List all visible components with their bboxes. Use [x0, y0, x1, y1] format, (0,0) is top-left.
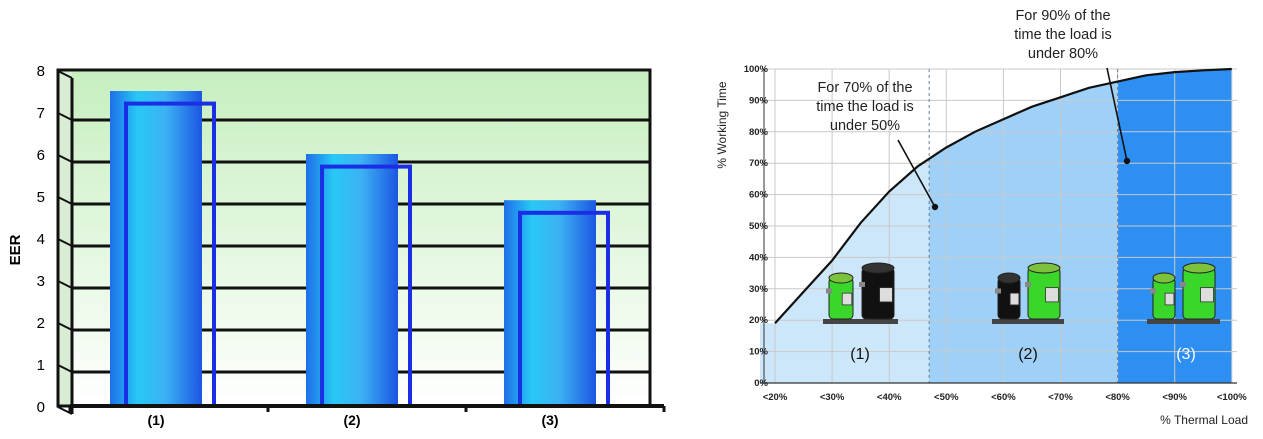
y-tick-label: 3: [37, 273, 45, 290]
annotation-leader: [897, 139, 936, 208]
annotation-text: For 70% of the: [817, 80, 912, 96]
compressor-illustrations: [823, 262, 1220, 324]
x-tick-label: <80%: [1105, 392, 1130, 403]
compressor-base: [992, 319, 1064, 324]
y-tick-label: 4: [37, 231, 45, 248]
region-label: (3): [1176, 346, 1196, 363]
grid-corner: [57, 280, 73, 289]
y-tick-label: 60%: [749, 190, 769, 201]
y-tick-label: 40%: [749, 252, 769, 263]
annotation-text: time the load is: [816, 99, 914, 115]
annotations: For 70% of the time the load is under 50% F…: [816, 8, 1131, 211]
y-tick-label: 30%: [749, 284, 769, 295]
bar: [504, 200, 596, 406]
annotation-text: under 80%: [1028, 46, 1098, 62]
bar: [110, 91, 202, 406]
y-tick-label: 0%: [754, 378, 768, 389]
y-tick-label: 2: [37, 315, 45, 332]
y-axis-label: EER: [7, 234, 24, 265]
region-band: [929, 69, 1118, 383]
grid-corner: [57, 322, 73, 331]
x-tick-label: (2): [343, 412, 360, 428]
region-label: (1): [850, 346, 870, 363]
compressor-base: [1147, 319, 1220, 324]
annotation-point: [1123, 157, 1131, 165]
load-regions: [760, 69, 1237, 383]
compressor-icon: [826, 272, 854, 320]
x-tick-label: <90%: [1162, 392, 1187, 403]
region-band: [760, 69, 930, 383]
y-tick-label: 5: [37, 189, 45, 206]
x-tick-label: <70%: [1048, 392, 1073, 403]
y-tick-label: 50%: [749, 221, 769, 232]
annotation-leader: [1106, 67, 1128, 162]
grid-corner: [57, 364, 73, 373]
y-tick-label: 7: [37, 105, 45, 122]
y-tick-label: 8: [37, 63, 45, 80]
compressor-icon: [1150, 272, 1176, 320]
x-tick-labels: (1) (2) (3): [147, 412, 558, 428]
working-time-curve: [774, 67, 1232, 325]
grid-corner: [57, 154, 73, 163]
grid-corner: [57, 112, 73, 121]
y-tick-label: 1: [37, 357, 45, 374]
annotation-text: time the load is: [1014, 27, 1112, 43]
x-tick-label: <50%: [934, 392, 959, 403]
compressor-icon: [859, 262, 895, 320]
x-tick-label: <60%: [991, 392, 1016, 403]
region-band: [1117, 69, 1232, 383]
x-tick-label: (1): [147, 412, 164, 428]
y-tick-labels: 0% 10% 20% 30% 40% 50% 60% 70% 80% 90% 100%: [744, 64, 769, 389]
y-tick-label: 80%: [749, 127, 769, 138]
bar: [306, 154, 398, 406]
compressor-icon: [1180, 262, 1216, 320]
x-tick-label: <40%: [877, 392, 902, 403]
x-tick-label: <20%: [763, 392, 788, 403]
annotation-point: [931, 203, 939, 211]
above-curve-mask: [760, 69, 1237, 324]
y-tick-label: 100%: [744, 64, 769, 75]
grid-corner: [57, 196, 73, 205]
x-tick-label: <30%: [820, 392, 845, 403]
side-wall: [58, 70, 72, 406]
axes: [56, 68, 666, 414]
axes: [760, 69, 1237, 384]
compressor-base: [823, 319, 898, 324]
region-labels: (1) (2) (3): [850, 346, 1196, 363]
y-tick-label: 6: [37, 147, 45, 164]
x-tick-label: <100%: [1217, 392, 1247, 403]
y-tick-labels: 0 1 2 3 4 5 6 7 8: [37, 63, 45, 416]
compressor-icon: [995, 272, 1021, 320]
grid-lines: [764, 68, 1237, 384]
compressor-icon: [1025, 262, 1061, 320]
y-tick-label: 10%: [749, 347, 769, 358]
y-tick-label: 90%: [749, 95, 769, 106]
eer-bar-chart: 0 1 2 3 4 5 6 7 8 (1) (2) (3) EER: [7, 63, 666, 428]
y-axis-label: % Working Time: [715, 81, 729, 168]
bars: [110, 91, 610, 408]
x-tick-labels: <20% <30% <40% <50% <60% <70% <80% <90% <100%: [763, 392, 1248, 403]
annotation-text: under 50%: [830, 118, 900, 134]
grid-corner: [57, 406, 73, 415]
y-tick-label: 70%: [749, 158, 769, 169]
y-tick-label: 0: [37, 399, 45, 416]
grid-corner: [57, 238, 73, 247]
y-tick-label: 20%: [749, 315, 769, 326]
region-dividers: [928, 69, 1119, 383]
grid-corner: [57, 70, 73, 79]
region-label: (2): [1018, 346, 1038, 363]
annotation-text: For 90% of the: [1015, 8, 1110, 24]
x-axis-label: % Thermal Load: [1160, 413, 1248, 427]
x-tick-label: (3): [541, 412, 558, 428]
